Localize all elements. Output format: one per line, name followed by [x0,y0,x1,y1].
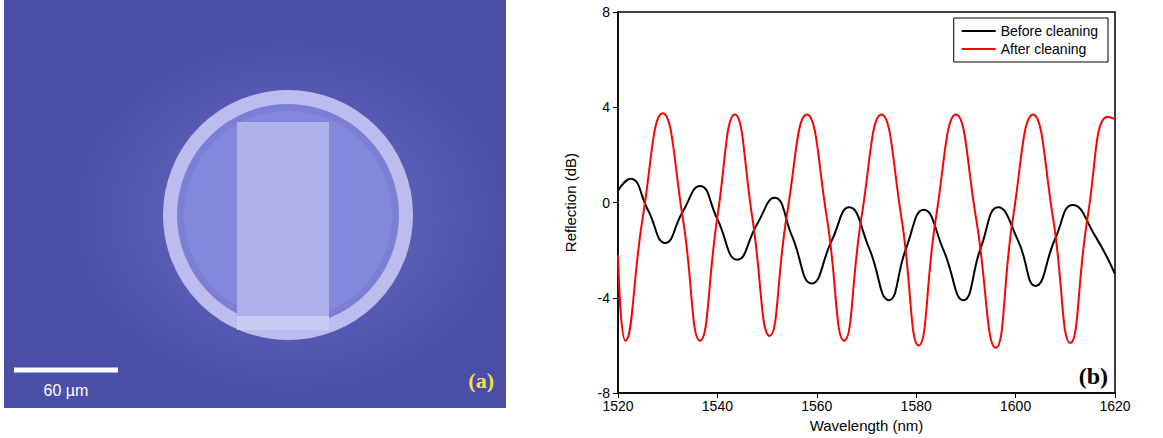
svg-text:1560: 1560 [801,398,832,414]
svg-text:1520: 1520 [602,398,633,414]
svg-text:1580: 1580 [901,398,932,414]
svg-text:-4: -4 [598,290,611,306]
svg-text:1600: 1600 [1000,398,1031,414]
svg-text:0: 0 [602,195,610,211]
svg-text:-8: -8 [597,385,610,402]
svg-text:After cleaning: After cleaning [1001,41,1087,57]
svg-text:60 µm: 60 µm [44,382,89,399]
svg-text:(a): (a) [468,368,494,393]
svg-text:Before cleaning: Before cleaning [1001,23,1098,39]
svg-text:8: 8 [602,4,610,20]
svg-text:(b): (b) [1079,363,1108,389]
svg-text:Wavelength (nm): Wavelength (nm) [810,417,924,434]
svg-text:Reflection (dB): Reflection (dB) [562,153,579,252]
svg-text:1620: 1620 [1099,398,1130,414]
svg-text:4: 4 [602,99,610,115]
svg-text:1540: 1540 [702,398,733,414]
